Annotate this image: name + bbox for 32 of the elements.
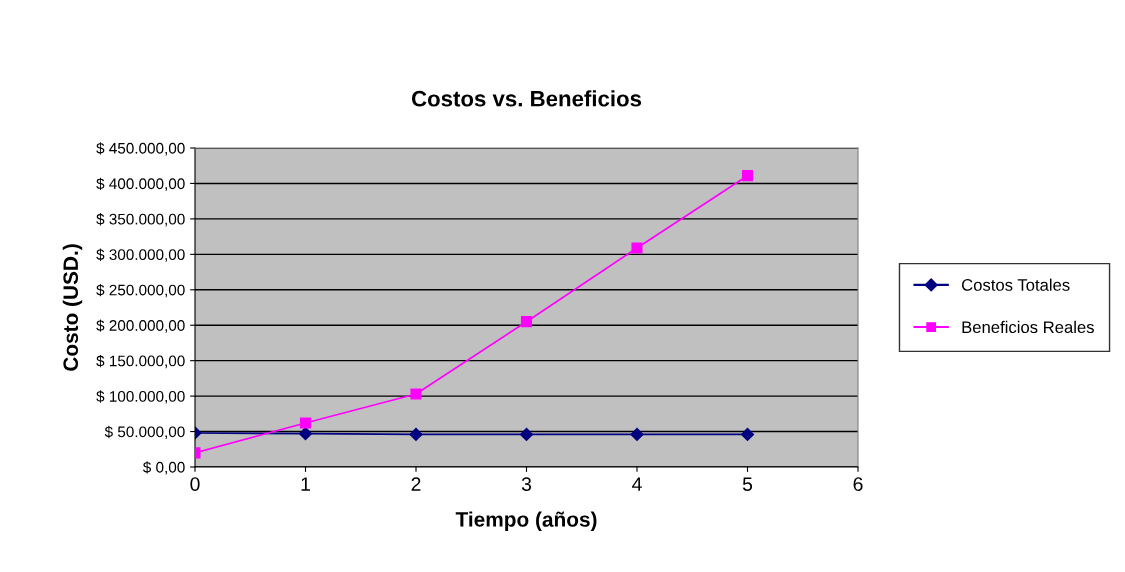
chart-title: Costos vs. Beneficios [411, 90, 642, 107]
point [740, 427, 755, 441]
point [630, 427, 644, 441]
legend-label: Costos Totales [962, 278, 1070, 291]
x-tick-label: 1 [301, 477, 310, 491]
y-tick-label: $ 150.000,00 [96, 354, 185, 369]
y-tick-label: $ 350.000,00 [96, 213, 185, 227]
y-tick-label: $ 0,00 [142, 461, 185, 475]
point [410, 388, 422, 400]
x-tick-label: 3 [521, 477, 532, 491]
legend-label: Beneficios Reales [962, 320, 1094, 334]
y-tick-label: $ 250.000,00 [96, 284, 185, 298]
point [519, 427, 534, 441]
y-tick-label: $ 50.000,00 [104, 425, 185, 440]
point [631, 242, 643, 254]
y-axis-title: Costo (USD.) [62, 244, 83, 371]
point [298, 427, 313, 441]
x-tick-label: 5 [742, 477, 753, 491]
point [741, 170, 754, 182]
point [409, 427, 423, 441]
x-tick-label: 2 [411, 477, 421, 491]
x-tick-label: 0 [190, 477, 200, 491]
y-tick-label: $ 100.000,00 [96, 390, 185, 404]
y-tick-label: $ 400.000,00 [96, 177, 185, 191]
y-tick-label: $ 300.000,00 [96, 248, 185, 262]
x-tick-label: 4 [632, 477, 642, 491]
y-tick-label: $ 200.000,00 [96, 319, 185, 333]
point [520, 316, 533, 328]
point [299, 417, 312, 429]
y-tick-label: $ 450.000,00 [96, 142, 185, 156]
x-tick-label: 6 [853, 477, 863, 491]
x-axis-title: Tiempo (años) [455, 511, 597, 531]
